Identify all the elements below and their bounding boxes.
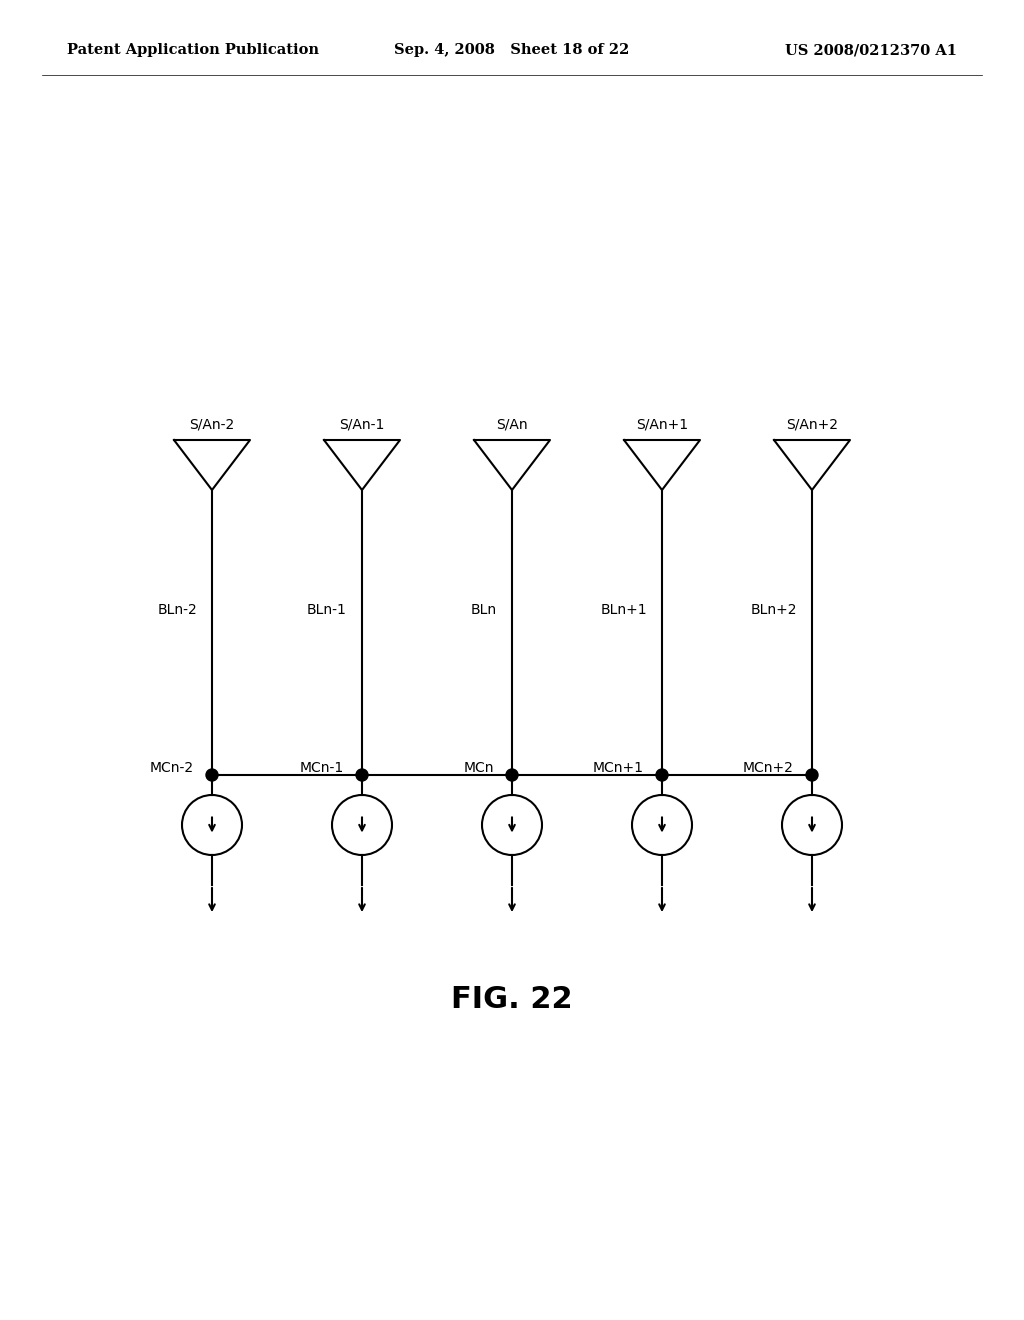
Text: Sep. 4, 2008   Sheet 18 of 22: Sep. 4, 2008 Sheet 18 of 22 [394, 44, 630, 57]
Text: MCn: MCn [464, 762, 494, 775]
Text: FIG. 22: FIG. 22 [452, 986, 572, 1015]
Text: S/An-2: S/An-2 [189, 418, 234, 432]
Text: S/An+2: S/An+2 [786, 418, 838, 432]
Circle shape [206, 770, 218, 781]
Text: MCn+2: MCn+2 [743, 762, 794, 775]
Text: S/An: S/An [497, 418, 527, 432]
Text: MCn-2: MCn-2 [150, 762, 194, 775]
Text: US 2008/0212370 A1: US 2008/0212370 A1 [785, 44, 957, 57]
Circle shape [806, 770, 818, 781]
Text: BLn-2: BLn-2 [158, 603, 197, 616]
Text: BLn: BLn [471, 603, 497, 616]
Text: MCn-1: MCn-1 [300, 762, 344, 775]
Text: BLn+1: BLn+1 [600, 603, 647, 616]
Text: BLn-1: BLn-1 [307, 603, 347, 616]
Text: Patent Application Publication: Patent Application Publication [67, 44, 319, 57]
Text: MCn+1: MCn+1 [593, 762, 644, 775]
Circle shape [506, 770, 518, 781]
Circle shape [356, 770, 368, 781]
Text: S/An+1: S/An+1 [636, 418, 688, 432]
Text: S/An-1: S/An-1 [339, 418, 385, 432]
Circle shape [656, 770, 668, 781]
Text: BLn+2: BLn+2 [751, 603, 797, 616]
